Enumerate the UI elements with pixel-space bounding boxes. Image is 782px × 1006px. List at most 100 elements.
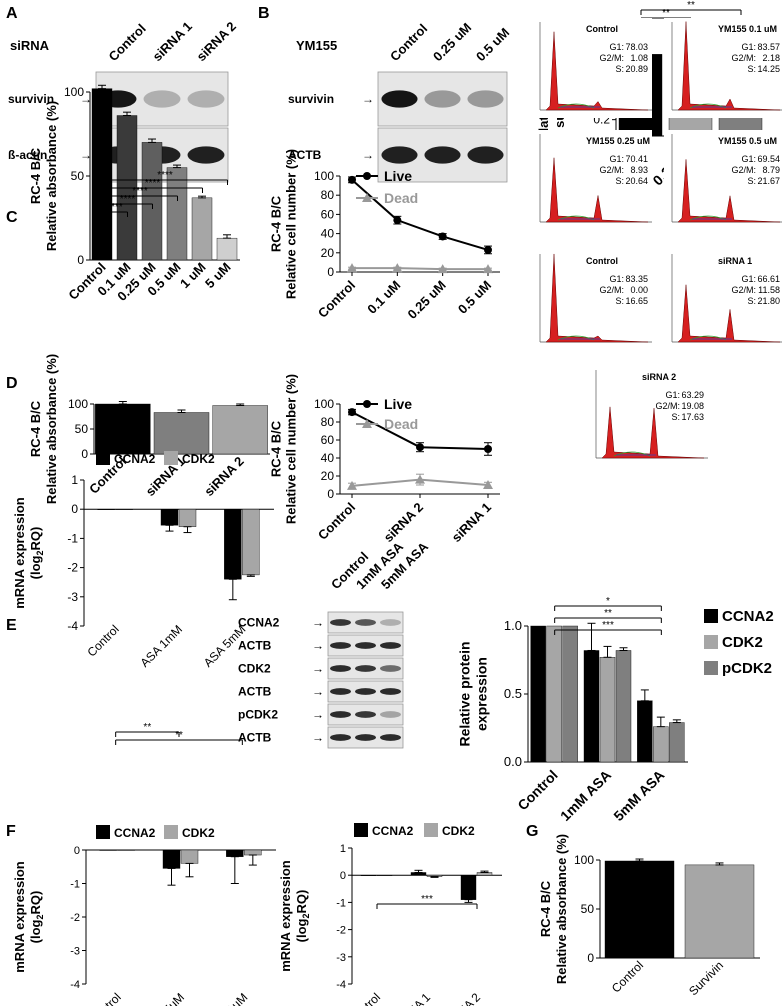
y-tick-label: -4 bbox=[70, 979, 80, 991]
data-point bbox=[348, 175, 356, 184]
y-tick-label: -4 bbox=[336, 979, 346, 991]
blot-band bbox=[330, 711, 351, 718]
error-bar bbox=[223, 234, 231, 239]
bar bbox=[153, 412, 210, 455]
histogram-stat-label: S: bbox=[747, 296, 756, 306]
x-tick-label: Control bbox=[85, 622, 122, 659]
y-axis-label: Relative protein bbox=[457, 641, 473, 746]
y-tick-label: 0.0 bbox=[504, 754, 522, 769]
g1-peak bbox=[545, 31, 649, 111]
g1-peak bbox=[677, 21, 781, 111]
error-bar bbox=[123, 111, 131, 117]
x-tick-label: 0.5uM bbox=[154, 990, 187, 1006]
error-bar bbox=[118, 401, 127, 405]
legend-marker bbox=[362, 419, 372, 428]
y-tick-label: 100 bbox=[574, 853, 594, 867]
panel-letter-E: E bbox=[6, 617, 17, 634]
histogram-stat-label: S: bbox=[747, 64, 756, 74]
blot-band bbox=[355, 734, 376, 741]
data-point bbox=[416, 443, 424, 452]
blot-row-label: ACTB bbox=[238, 685, 272, 699]
y-tick-label: -4 bbox=[67, 619, 78, 633]
histogram-stat-value: 16.65 bbox=[625, 296, 648, 306]
x-tick-label: 1uM bbox=[224, 990, 250, 1006]
y-tick-label: 20 bbox=[321, 469, 335, 483]
legend-label: Dead bbox=[384, 416, 418, 432]
bar bbox=[226, 849, 244, 857]
error-bar bbox=[167, 867, 176, 886]
histogram-stat-value: 83.35 bbox=[625, 274, 648, 284]
x-tick-label: Control bbox=[609, 958, 646, 995]
y-tick-label: 40 bbox=[321, 451, 335, 465]
y-tick-label: 0 bbox=[71, 502, 78, 516]
error-bar bbox=[165, 524, 174, 532]
legend-marker bbox=[362, 193, 372, 202]
bar bbox=[91, 88, 113, 261]
rq: RQ) bbox=[28, 527, 43, 551]
y-tick-label: 1.0 bbox=[504, 618, 522, 633]
y-axis-label: Relative cell number (%) bbox=[284, 374, 299, 524]
error-bar bbox=[183, 526, 192, 534]
error-bar bbox=[98, 84, 106, 90]
legend-swatch bbox=[96, 451, 110, 465]
g1-peak bbox=[545, 253, 649, 343]
error-bar bbox=[177, 409, 186, 413]
histogram-stat-value: 2.18 bbox=[762, 53, 780, 63]
y-tick-label: 0 bbox=[327, 265, 334, 279]
histogram-stat-value: 8.79 bbox=[762, 165, 780, 175]
x-tick-label: 0.5 uM bbox=[455, 278, 494, 317]
histogram-stat-value: 66.61 bbox=[757, 274, 780, 284]
y-tick-label: -3 bbox=[67, 590, 78, 604]
legend-label: CDK2 bbox=[722, 634, 763, 651]
bar bbox=[637, 700, 653, 763]
blot-band bbox=[381, 146, 418, 164]
x-tick-label: siRNA 2 bbox=[443, 990, 484, 1006]
y-tick-label: 60 bbox=[321, 433, 335, 447]
histogram-stat-label: G1: bbox=[741, 42, 756, 52]
histogram-stat-value: 69.54 bbox=[757, 154, 780, 164]
lane-label: Control bbox=[106, 21, 149, 64]
y-tick-label: 50 bbox=[71, 169, 85, 183]
blot-row-label: pCDK2 bbox=[238, 708, 278, 722]
y-tick-label: 100 bbox=[68, 397, 88, 411]
histogram-title: YM155 0.25 uM bbox=[586, 136, 650, 146]
y-tick-label: 0 bbox=[587, 951, 594, 965]
significance-bracket: **** bbox=[102, 178, 203, 193]
significance-label: ** bbox=[143, 722, 151, 733]
significance-label: **** bbox=[107, 202, 123, 213]
legend-swatch bbox=[704, 661, 718, 675]
blot-band bbox=[330, 665, 351, 672]
bar bbox=[653, 726, 669, 763]
histogram-stat-label: S: bbox=[671, 412, 680, 422]
x-tick-label: 5mM ASA bbox=[610, 767, 667, 824]
subscript: 2 bbox=[35, 551, 45, 556]
y-axis-label: (log2RQ) bbox=[28, 527, 45, 580]
histogram-stat-value: 78.03 bbox=[625, 42, 648, 52]
lane-label: siRNA 1 bbox=[150, 19, 196, 65]
rq: RQ) bbox=[28, 891, 43, 915]
x-tick-label: siRNA 1 bbox=[393, 990, 434, 1006]
bar bbox=[95, 403, 151, 455]
histogram-stat-label: S: bbox=[747, 176, 756, 186]
significance-label: **** bbox=[157, 170, 173, 181]
blot-band bbox=[187, 146, 225, 164]
data-point bbox=[347, 480, 357, 490]
bar bbox=[224, 509, 242, 580]
arrow-icon: → bbox=[312, 685, 324, 699]
legend-swatch bbox=[354, 823, 368, 837]
legend-label: CCNA2 bbox=[722, 608, 774, 625]
legend-label: pCDK2 bbox=[722, 660, 772, 677]
y-axis-label: (log2RQ) bbox=[294, 890, 311, 943]
error-bar bbox=[173, 164, 181, 169]
data-point bbox=[484, 245, 492, 254]
arrow-icon: → bbox=[312, 708, 324, 722]
western-blot-blotB: YM155 Control 0.25 uM0.5 uM survivin → ACTB → bbox=[288, 20, 512, 183]
significance-label: ** bbox=[604, 608, 612, 619]
arrow-icon: → bbox=[362, 92, 374, 106]
histogram-stat-label: G2/M: bbox=[731, 285, 756, 295]
blot-band bbox=[330, 734, 351, 741]
chart-D2: 0 20 40 60 80 100 Control siRNA 2 siRNA 1 Live Dea… bbox=[269, 374, 500, 545]
legend-swatch bbox=[164, 825, 178, 839]
